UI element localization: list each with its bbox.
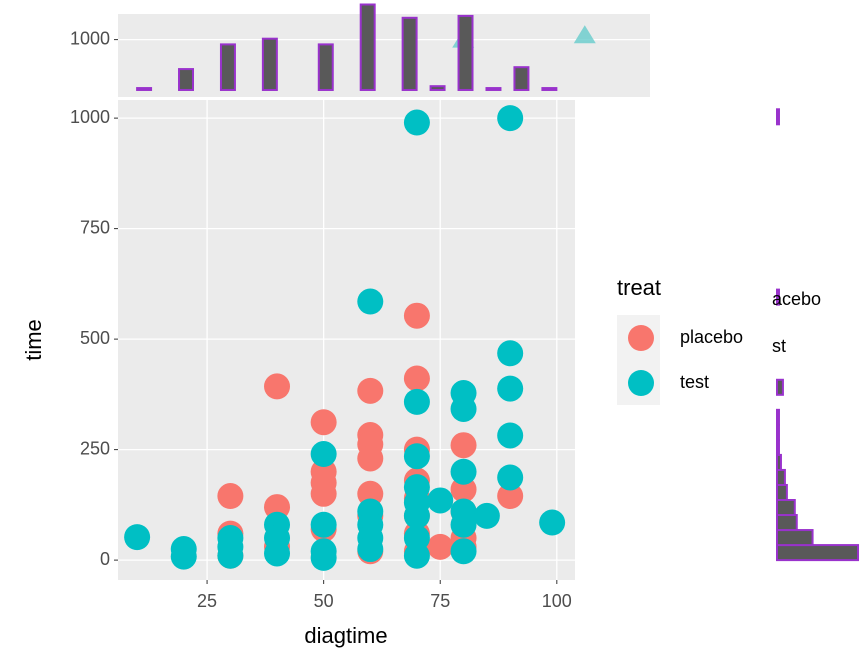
histogram-bar xyxy=(776,483,788,502)
legend-label: test xyxy=(680,372,709,392)
histogram-bar xyxy=(776,288,780,306)
point xyxy=(217,483,244,510)
point xyxy=(497,375,524,402)
histogram-bar xyxy=(776,423,780,441)
clipped-label: st xyxy=(772,336,786,356)
point xyxy=(427,533,454,560)
point xyxy=(497,464,524,491)
point xyxy=(497,422,524,449)
point xyxy=(403,388,430,415)
histogram-bar xyxy=(776,378,784,396)
histogram-bar xyxy=(485,87,502,91)
histogram-bar xyxy=(776,408,780,426)
point xyxy=(310,480,337,507)
point xyxy=(357,377,384,404)
y-tick-label: 1000 xyxy=(70,107,110,127)
point xyxy=(357,288,384,315)
clipped-label: acebo xyxy=(772,289,821,309)
point xyxy=(264,540,291,567)
y-tick-label: 0 xyxy=(100,549,110,569)
point xyxy=(450,511,477,538)
y-tick-label: 750 xyxy=(80,217,110,237)
point xyxy=(427,487,454,514)
histogram-bar xyxy=(776,529,814,547)
histogram-bar xyxy=(219,43,236,91)
point xyxy=(450,458,477,485)
point xyxy=(403,542,430,569)
histogram-bar xyxy=(178,68,195,91)
point xyxy=(310,544,337,571)
point xyxy=(170,543,197,570)
histogram-bar xyxy=(776,468,786,486)
point xyxy=(473,502,500,529)
point xyxy=(357,536,384,563)
point xyxy=(403,109,430,136)
histogram-bar xyxy=(429,85,446,91)
histogram-bar xyxy=(317,43,334,91)
x-tick-label: 50 xyxy=(314,591,334,611)
point xyxy=(497,483,524,510)
histogram-bar xyxy=(359,3,376,91)
legend-title: treat xyxy=(617,275,661,300)
triangle-point xyxy=(573,25,596,44)
histogram-bar xyxy=(776,453,782,471)
legend-marker xyxy=(628,325,654,351)
point xyxy=(450,538,477,565)
point xyxy=(264,373,291,400)
point xyxy=(217,542,244,569)
x-tick-label: 25 xyxy=(197,591,217,611)
point xyxy=(124,524,151,551)
point xyxy=(310,409,337,436)
histogram-bar xyxy=(776,108,780,126)
histogram-bar xyxy=(776,499,796,517)
point xyxy=(403,502,430,529)
histogram-bar xyxy=(513,66,530,91)
histogram-bar xyxy=(261,37,278,91)
histogram-bar xyxy=(776,438,780,456)
x-axis-title: diagtime xyxy=(304,623,387,648)
point xyxy=(497,340,524,367)
top-panel-background xyxy=(118,14,650,97)
x-tick-label: 75 xyxy=(430,591,450,611)
histogram-bar xyxy=(457,14,474,91)
point xyxy=(403,365,430,392)
y-axis-title: time xyxy=(21,319,46,361)
point xyxy=(403,302,430,329)
x-tick-label: 100 xyxy=(542,591,572,611)
y-tick-label: 1000 xyxy=(70,28,110,48)
legend-marker xyxy=(628,370,654,396)
histogram-bar xyxy=(541,87,558,91)
point xyxy=(539,509,566,536)
histogram-bar xyxy=(776,514,798,532)
point xyxy=(403,443,430,470)
point xyxy=(310,511,337,538)
y-tick-label: 500 xyxy=(80,328,110,348)
point xyxy=(497,105,524,132)
point xyxy=(450,432,477,459)
histogram-bar xyxy=(401,16,418,91)
point xyxy=(310,441,337,468)
histogram-bar xyxy=(136,87,153,91)
legend-label: placebo xyxy=(680,327,743,347)
histogram-bar xyxy=(776,544,860,562)
y-tick-label: 250 xyxy=(80,438,110,458)
point xyxy=(357,445,384,472)
point xyxy=(450,395,477,422)
